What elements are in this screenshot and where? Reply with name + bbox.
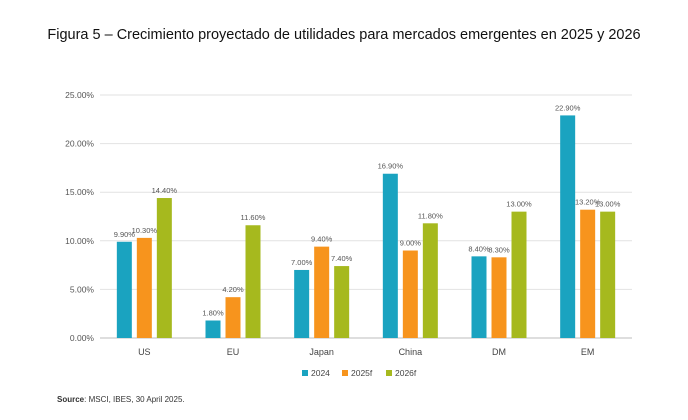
legend-swatch-2024 <box>302 370 308 376</box>
bar-2026f-us <box>156 198 172 338</box>
bar-2026f-china <box>422 223 438 338</box>
data-label: 8.30% <box>488 245 510 254</box>
x-tick-label: US <box>138 347 151 357</box>
bar-2024-japan <box>294 269 310 338</box>
y-tick-label: 0.00% <box>70 333 95 343</box>
bar-2024-dm <box>471 256 487 338</box>
x-tick-label: Japan <box>309 347 334 357</box>
y-tick-label: 25.00% <box>65 90 94 100</box>
x-tick-label: EU <box>227 347 240 357</box>
data-label: 11.80% <box>418 211 443 220</box>
x-tick-label: DM <box>492 347 506 357</box>
bar-2025f-dm <box>491 257 507 338</box>
bar-2024-us <box>116 241 132 338</box>
data-label: 4.20% <box>222 285 244 294</box>
y-tick-label: 20.00% <box>65 139 94 149</box>
source-text: : MSCI, IBES, 30 April 2025. <box>84 395 185 404</box>
legend-label-2024: 2024 <box>311 368 330 378</box>
bar-2026f-eu <box>245 225 261 338</box>
data-label: 9.90% <box>114 230 136 239</box>
source-note: Source: MSCI, IBES, 30 April 2025. <box>57 395 185 404</box>
x-axis-tick-labels: US EU Japan China DM EM <box>138 347 594 357</box>
data-label: 7.40% <box>331 254 353 263</box>
bar-2025f-us <box>136 237 152 338</box>
bar-2025f-em <box>580 209 596 338</box>
bar-2025f-eu <box>225 297 241 338</box>
data-label: 9.00% <box>400 239 422 248</box>
x-tick-label: China <box>399 347 423 357</box>
data-label: 1.80% <box>202 309 224 318</box>
legend-label-2026f: 2026f <box>395 368 417 378</box>
data-label: 10.30% <box>132 226 158 235</box>
legend-swatch-2026f <box>386 370 392 376</box>
source-label: Source <box>57 395 85 404</box>
data-label: 7.00% <box>291 258 313 267</box>
bar-2025f-china <box>402 250 418 338</box>
data-label: 11.60% <box>241 213 266 222</box>
legend-label-2025f: 2025f <box>351 368 373 378</box>
y-tick-label: 5.00% <box>70 284 95 294</box>
bar-2024-china <box>382 173 398 338</box>
data-label: 13.20% <box>575 198 601 207</box>
gridlines <box>100 94 632 339</box>
y-tick-label: 15.00% <box>65 187 94 197</box>
bar-2024-em <box>560 115 576 338</box>
bar-2026f-em <box>600 211 616 338</box>
bar-2026f-japan <box>334 266 350 338</box>
data-label: 9.40% <box>311 235 333 244</box>
data-labels: 9.90%10.30% 14.40% 1.80% 4.20% 11.60% 7.00% 9.… <box>114 103 621 317</box>
y-tick-label: 10.00% <box>65 236 94 246</box>
data-label: 14.40% <box>152 186 178 195</box>
data-label: 22.90% <box>555 103 581 112</box>
y-axis-tick-labels: 0.00% 5.00% 10.00% 15.00% 20.00% 25.00% <box>65 90 94 343</box>
data-label: 13.00% <box>506 200 532 209</box>
x-tick-label: EM <box>581 347 595 357</box>
data-label: 8.40% <box>468 244 490 253</box>
data-label: 16.90% <box>378 162 404 171</box>
legend-swatch-2025f <box>342 370 348 376</box>
data-label: 13.00% <box>595 200 621 209</box>
bars <box>116 115 616 338</box>
figure-title: Figura 5 – Crecimiento proyectado de uti… <box>47 27 641 43</box>
bar-2025f-japan <box>314 246 330 338</box>
legend: 2024 2025f 2026f <box>302 368 417 378</box>
bar-2024-eu <box>205 320 221 338</box>
bar-2026f-dm <box>511 211 527 338</box>
